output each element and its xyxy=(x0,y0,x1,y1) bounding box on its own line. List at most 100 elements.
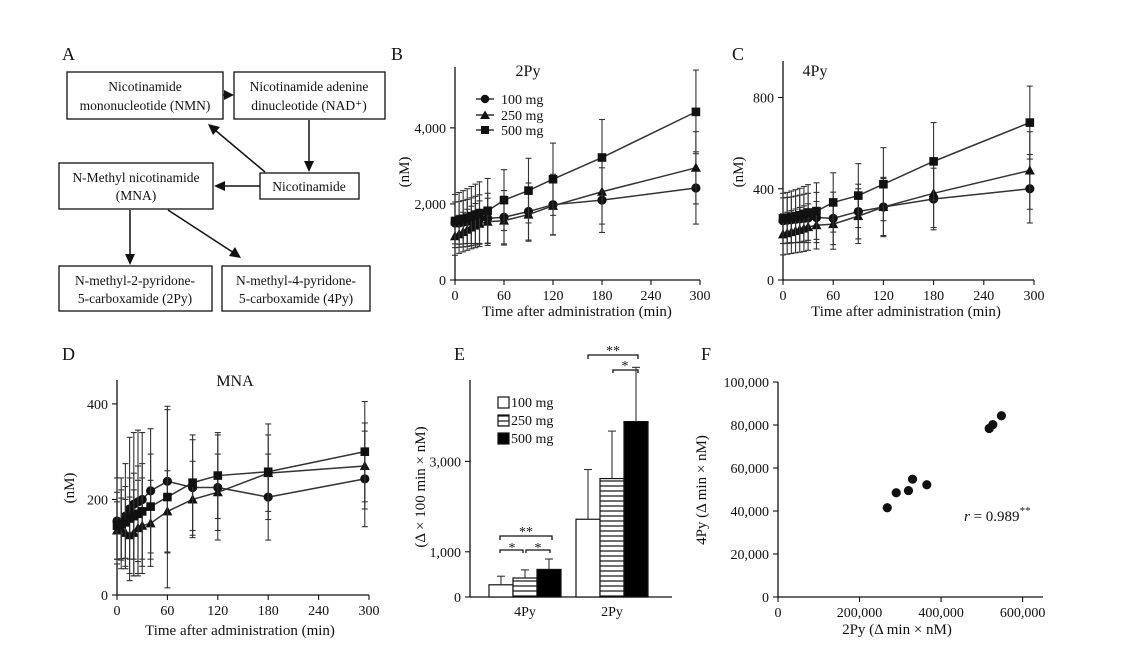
panel-d-series-500mg-point xyxy=(360,447,370,456)
panel-b-xtick-label-0: 0 xyxy=(452,289,459,304)
arrow-mna-to-4py xyxy=(167,209,241,258)
panel-f-xlabel: 2Py (Δ min × nM) xyxy=(842,622,952,638)
panel-b-series-500mg-point xyxy=(524,186,533,195)
panel-d-xtick-label-60: 60 xyxy=(160,604,174,619)
panel-b-series-500mg-point xyxy=(691,107,701,117)
panel-d-series-500mg-point xyxy=(163,492,172,502)
legend-e-250mg: 250 mg xyxy=(497,414,553,429)
panel-c-xtick-label-60: 60 xyxy=(826,289,840,304)
panel-c-series-500mg-point xyxy=(812,206,821,216)
box-mna-line1: N-Methyl nicotinamide xyxy=(72,170,199,185)
panel-f-scatter-point xyxy=(996,411,1007,421)
sig-4py-right-star: * xyxy=(535,541,542,556)
panel-f-scatter-point xyxy=(988,419,998,430)
box-nad-line2: dinucleotide (NAD⁺) xyxy=(251,98,366,113)
panel-d-xtick-label-180: 180 xyxy=(258,604,279,619)
panel-f-xtick-label-600000: 600,000 xyxy=(1000,606,1046,621)
panel-e-ylabel: (Δ × 100 min × nM) xyxy=(413,426,429,547)
box-mna: N-Methyl nicotinamide (MNA) xyxy=(58,162,214,210)
legend-e-250mg-label: 250 mg xyxy=(511,414,553,429)
panel-e-bar-4Py-500mg xyxy=(536,568,562,598)
panel-d-series-500mg-point xyxy=(188,478,197,488)
box-2py-line1: N-methyl-2-pyridone- xyxy=(75,273,195,288)
panel-f-scatter-point xyxy=(891,488,901,498)
panel-d-xtick-label-120: 120 xyxy=(207,604,228,619)
panel-f-xtick-label-0: 0 xyxy=(775,606,782,621)
panel-f-ytick-label-80000: 80,000 xyxy=(731,419,770,434)
panel-f-ytick-label-0: 0 xyxy=(762,591,769,606)
panel-d-label: D xyxy=(62,344,75,364)
panel-c-ytick-label-800: 800 xyxy=(753,92,774,107)
panel-e-bar-4Py-250mg xyxy=(512,577,538,598)
box-nmn-line2: mononucleotide (NMN) xyxy=(80,98,211,113)
panel-d-ylabel: (nM) xyxy=(62,473,78,504)
panel-b-ytick-label-2000: 2,000 xyxy=(415,198,447,213)
panel-d-series-500mg-point xyxy=(146,502,155,511)
panel-b-series-500mg-point xyxy=(483,206,492,216)
panel-f-ytick-label-20000: 20,000 xyxy=(731,548,770,563)
panel-c-xtick-label-120: 120 xyxy=(873,289,894,304)
box-4py-line2: 5-carboxamide (4Py) xyxy=(239,291,353,306)
legend-250mg: 250 mg xyxy=(476,109,543,124)
panel-e-bar-4Py-100mg xyxy=(488,584,514,598)
panel-d-xtick-label-240: 240 xyxy=(308,604,329,619)
legend-e-500mg-label: 500 mg xyxy=(511,432,553,447)
box-2py: N-methyl-2-pyridone- 5-carboxamide (2Py) xyxy=(58,265,213,312)
panel-c-series-500mg-point xyxy=(854,191,863,200)
legend-e-500mg: 500 mg xyxy=(497,432,553,447)
sig-4py-left-star: * xyxy=(509,541,516,556)
panel-b-xlabel: Time after administration (min) xyxy=(482,304,672,320)
panel-c-xlabel: Time after administration (min) xyxy=(811,304,1001,320)
box-nicotinamide-line1: Nicotinamide xyxy=(272,179,345,194)
panel-e-ytick-label-0: 0 xyxy=(454,591,461,606)
panel-f-scatter-point xyxy=(907,474,918,484)
panel-e-ytick-label-1000: 1,000 xyxy=(430,546,462,561)
panel-c-ylabel: (nM) xyxy=(731,157,747,188)
panel-a-label: A xyxy=(62,44,75,64)
panel-e-category-4Py: 4Py xyxy=(514,605,536,620)
panel-e-category-2Py: 2Py xyxy=(601,605,623,620)
panel-b-title: 2Py xyxy=(516,63,541,80)
panel-c-xtick-label-300: 300 xyxy=(1024,289,1045,304)
box-mna-line2: (MNA) xyxy=(116,188,157,203)
box-4py: N-methyl-4-pyridone- 5-carboxamide (4Py) xyxy=(221,265,371,312)
sig-4py-right: * xyxy=(525,541,551,556)
panel-b-xtick-label-300: 300 xyxy=(690,289,711,304)
panel-c-xtick-label-0: 0 xyxy=(780,289,787,304)
panel-c-series-250mg-line xyxy=(782,169,1030,236)
legend-500mg-label: 500 mg xyxy=(501,124,543,139)
panel-f-ytick-label-40000: 40,000 xyxy=(731,505,770,520)
panel-f-ytick-label-60000: 60,000 xyxy=(731,462,770,477)
panel-b-series-500mg-line xyxy=(454,111,697,222)
panel-b-series-500mg xyxy=(450,69,701,249)
panel-e-label: E xyxy=(454,344,465,364)
panel-e-legend: 100 mg 250 mg 500 mg xyxy=(497,396,553,447)
legend-e-100mg: 100 mg xyxy=(497,396,553,411)
panel-c-series-500mg-point xyxy=(1025,118,1035,127)
panel-e-ytick-label-3000: 3,000 xyxy=(430,455,462,470)
panel-d-series-100mg-line xyxy=(116,478,365,525)
panel-c-series-500mg-point xyxy=(803,208,813,217)
arrow-nicotinamide-to-mna xyxy=(214,181,260,191)
panel-c-xtick-label-180: 180 xyxy=(923,289,944,304)
panel-b-xtick-label-240: 240 xyxy=(641,289,662,304)
panel-d-xtick-label-300: 300 xyxy=(359,604,380,619)
panel-d-series-500mg-point xyxy=(263,467,273,477)
legend-500mg: 500 mg xyxy=(476,124,543,139)
panel-e-bar-2Py-250mg xyxy=(599,477,625,598)
panel-a-schematic: A Nicotinamide mononucleotide (NMN) Nico… xyxy=(58,44,386,312)
panel-b-xtick-label-180: 180 xyxy=(592,289,613,304)
panel-c-xtick-label-240: 240 xyxy=(973,289,994,304)
box-nad-line1: Nicotinamide adenine xyxy=(250,79,369,94)
box-nicotinamide: Nicotinamide xyxy=(259,172,360,200)
r-significance: ** xyxy=(1020,505,1031,517)
arrow-nicotinamide-to-nmn xyxy=(208,124,266,173)
panel-c-chart: C 4Py Time after administration (min) (n… xyxy=(731,44,1045,320)
sig-2py-outer-stars: ** xyxy=(606,344,620,359)
panel-f-xtick-label-200000: 200,000 xyxy=(837,606,883,621)
panel-b-series-500mg-point xyxy=(475,208,484,218)
panel-f-scatter-point xyxy=(882,503,892,513)
panel-e-bar-2Py-100mg xyxy=(575,518,601,598)
panel-b-ytick-label-0: 0 xyxy=(439,274,446,289)
